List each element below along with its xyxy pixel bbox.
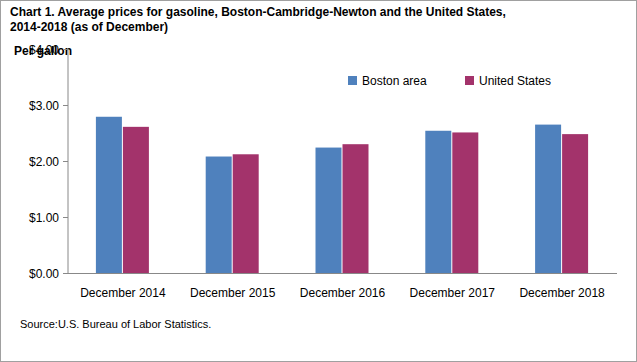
- source: Source:U.S. Bureau of Labor Statistics.: [20, 318, 211, 330]
- x-tick-label: December 2015: [190, 286, 276, 300]
- chart: Chart 1. Average prices for gasoline, Bo…: [0, 0, 637, 362]
- y-tick: [63, 105, 68, 106]
- y-tick: [63, 273, 68, 274]
- legend-label: United States: [479, 74, 551, 88]
- bar: [562, 134, 588, 273]
- legend-swatch: [348, 76, 357, 85]
- y-tick-label: $3.00: [29, 99, 59, 113]
- bar: [123, 127, 149, 273]
- frame: [1, 1, 637, 362]
- x-axis: [68, 273, 617, 274]
- legend-swatch: [465, 76, 474, 85]
- y-tick: [63, 161, 68, 162]
- x-tick-label: December 2017: [410, 286, 496, 300]
- y-tick-label: $4.00: [29, 43, 59, 57]
- bar: [96, 117, 122, 273]
- bar: [316, 148, 342, 273]
- y-tick: [63, 49, 68, 50]
- x-tick-label: December 2016: [300, 286, 386, 300]
- bars: [96, 117, 588, 273]
- bar: [233, 154, 259, 273]
- bar: [206, 157, 232, 273]
- bar: [535, 125, 561, 273]
- bar: [343, 144, 369, 273]
- x-tick-label: December 2018: [519, 286, 605, 300]
- y-tick-label: $1.00: [29, 211, 59, 225]
- y-tick: [63, 217, 68, 218]
- y-tick-label: $2.00: [29, 155, 59, 169]
- bar: [425, 131, 451, 273]
- bar: [452, 132, 478, 273]
- title: Chart 1. Average prices for gasoline, Bo…: [10, 5, 506, 34]
- y-tick-label: $0.00: [29, 267, 59, 281]
- legend-label: Boston area: [362, 74, 427, 88]
- x-tick-label: December 2014: [80, 286, 166, 300]
